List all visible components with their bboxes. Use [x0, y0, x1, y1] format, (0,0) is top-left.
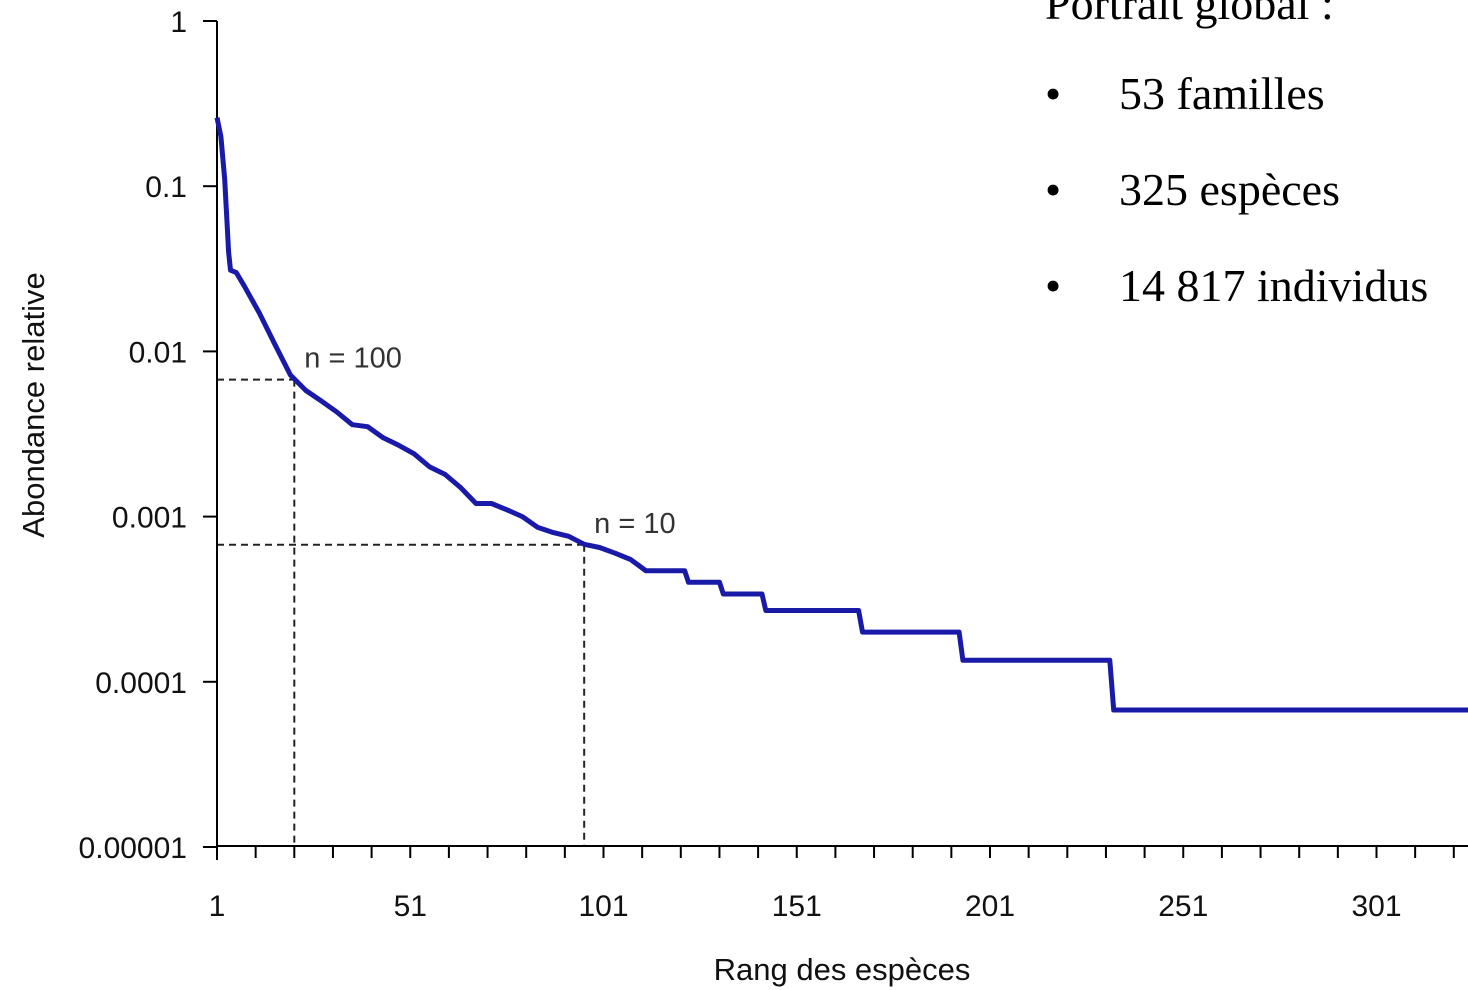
bullet-icon: • — [1045, 68, 1062, 119]
y-tick-label: 0.00001 — [79, 832, 187, 865]
x-tick-label: 301 — [1351, 890, 1401, 923]
summary-item-families: • 53 familles — [1045, 46, 1468, 142]
summary-item-label: 325 espèces — [1119, 164, 1340, 215]
summary-item-label: 14 817 individus — [1119, 260, 1429, 311]
y-tick-label: 0.01 — [129, 336, 187, 369]
x-tick-label: 201 — [965, 890, 1015, 923]
x-axis-title: Rang des espèces — [714, 952, 971, 987]
reference-lines — [217, 378, 586, 846]
summary-list: • 53 familles • 325 espèces • 14 817 ind… — [1045, 46, 1468, 334]
x-tick-label: 101 — [578, 890, 628, 923]
summary-heading: Portrait global : — [1045, 0, 1334, 29]
y-tick-label: 1 — [170, 6, 187, 39]
series-layer — [214, 117, 1468, 713]
y-tick-label: 0.0001 — [95, 667, 187, 700]
x-tick-label: 1 — [209, 890, 226, 923]
summary-panel: Portrait global : • 53 familles • 325 es… — [1045, 0, 1468, 334]
summary-item-species: • 325 espèces — [1045, 142, 1468, 238]
y-axis-title: Abondance relative — [16, 272, 51, 537]
bullet-icon: • — [1045, 164, 1062, 215]
summary-item-label: 53 familles — [1119, 68, 1325, 119]
x-tick-label: 151 — [772, 890, 822, 923]
bullet-icon: • — [1045, 260, 1062, 311]
annotations: n = 100 n = 10 — [304, 343, 675, 540]
series-line — [214, 117, 1468, 713]
summary-item-individuals: • 14 817 individus — [1045, 238, 1468, 334]
x-tick-label: 51 — [394, 890, 427, 923]
x-tick-label: 251 — [1158, 890, 1208, 923]
reference-label: n = 10 — [594, 508, 675, 540]
y-tick-label: 0.001 — [112, 502, 187, 535]
reference-label: n = 100 — [304, 343, 402, 375]
y-tick-label: 0.1 — [145, 171, 187, 204]
